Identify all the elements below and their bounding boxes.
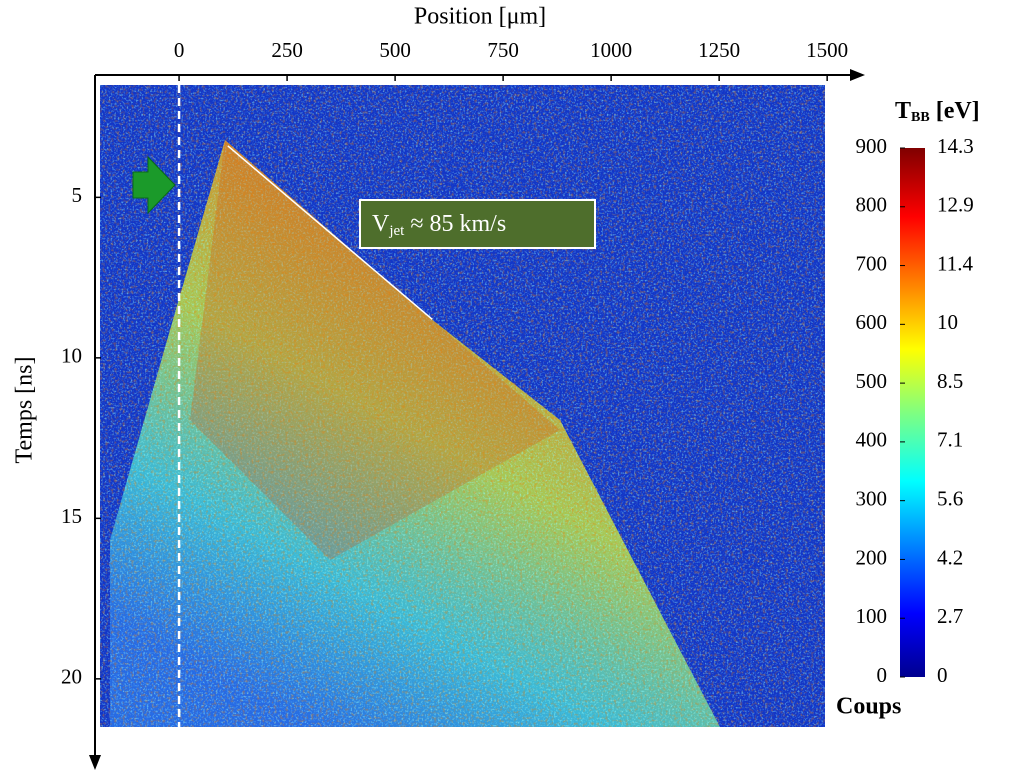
annotation: Vjet ≈ 85 km/s xyxy=(359,199,596,249)
colorbar-counts-tick-label: 300 xyxy=(856,486,888,510)
y-tick-label: 10 xyxy=(61,344,82,368)
y-tick-label: 15 xyxy=(61,504,82,528)
annotation-main: V xyxy=(372,211,390,237)
colorbar-counts-tick-label: 200 xyxy=(856,545,888,569)
colorbar-title-sub: BB xyxy=(911,110,930,125)
colorbar-counts-tick-label: 0 xyxy=(877,663,888,687)
y-axis-arrow xyxy=(89,755,101,770)
colorbar-temperature-tick-label: 7.1 xyxy=(937,428,963,452)
x-axis-arrow xyxy=(850,69,865,81)
arrow-marker xyxy=(132,155,176,215)
colorbar-counts-tick-label: 900 xyxy=(856,134,888,158)
colorbar-counts-tick-label: 600 xyxy=(856,310,888,334)
fit-line xyxy=(227,145,433,320)
colorbar-counts-tick-label: 800 xyxy=(856,193,888,217)
x-axis-label: Position [μm] xyxy=(414,4,546,30)
annotation-text: Vjet ≈ 85 km/s xyxy=(372,211,506,240)
colorbar-temperature-tick-label: 0 xyxy=(937,663,948,687)
y-tick-label: 5 xyxy=(72,183,83,207)
annotation-sub: jet xyxy=(388,223,405,239)
x-tick-label: 250 xyxy=(271,38,303,62)
x-tick-label: 1250 xyxy=(698,38,740,62)
x-tick-label: 1000 xyxy=(590,38,632,62)
annotation-rest: ≈ 85 km/s xyxy=(410,211,506,237)
colorbar-temperature-tick-label: 2.7 xyxy=(937,604,963,628)
colorbar-temperature-tick-label: 14.3 xyxy=(937,134,974,158)
colorbar-temperature-tick-label: 8.5 xyxy=(937,369,963,393)
colorbar xyxy=(900,148,925,677)
colorbar-counts-tick-label: 500 xyxy=(856,369,888,393)
colorbar-temperature-tick-label: 12.9 xyxy=(937,193,974,217)
x-tick-label: 750 xyxy=(487,38,519,62)
colorbar-temperature-tick-label: 11.4 xyxy=(937,251,973,275)
annotation-box xyxy=(359,199,596,249)
colorbar-title-main: T xyxy=(895,98,911,124)
x-tick-label: 1500 xyxy=(806,38,848,62)
y-tick-label: 20 xyxy=(61,665,82,689)
colorbar-counts-label: Coups xyxy=(836,694,901,720)
colorbar-temperature-tick-label: 4.2 xyxy=(937,545,963,569)
x-tick-label: 0 xyxy=(174,38,185,62)
colorbar-title-rest: [eV] xyxy=(936,98,980,124)
colorbar-temperature-tick-label: 10 xyxy=(937,310,958,334)
heatmap-image xyxy=(100,85,825,727)
colorbar-counts-tick-label: 400 xyxy=(856,428,888,452)
colorbar-temperature-tick-label: 5.6 xyxy=(937,486,963,510)
y-axis-label: Temps [ns] xyxy=(12,357,38,464)
colorbar-counts-tick-label: 700 xyxy=(856,251,888,275)
x-tick-label: 500 xyxy=(379,38,411,62)
colorbar-counts-tick-label: 100 xyxy=(856,604,888,628)
colorbar-title: TBB [eV] xyxy=(895,98,980,126)
